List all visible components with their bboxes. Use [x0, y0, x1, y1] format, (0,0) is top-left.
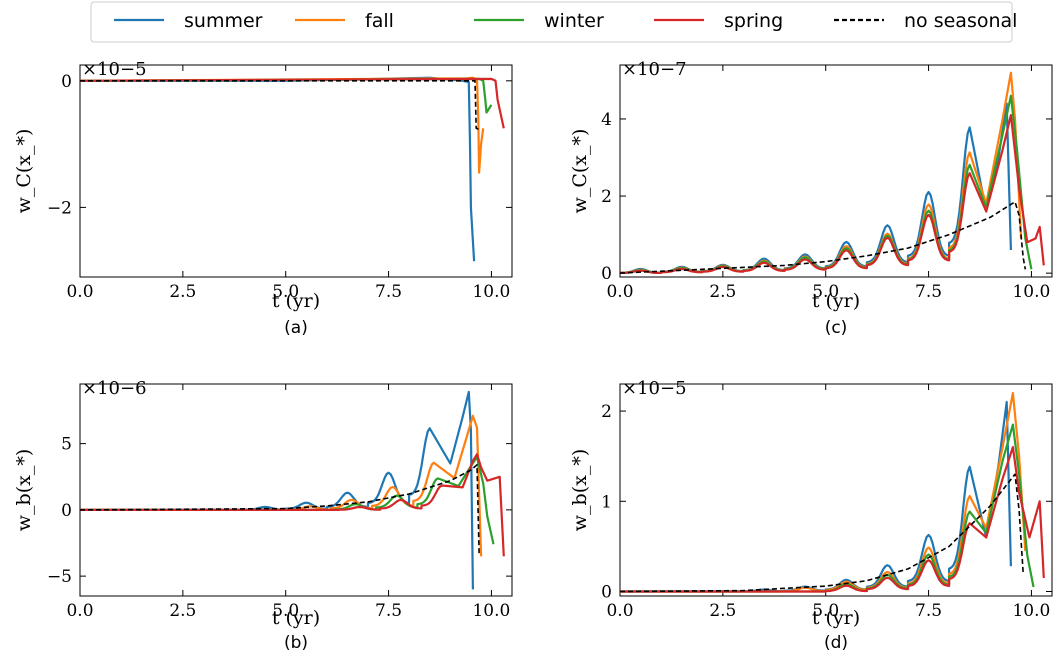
series-line-winter: [80, 77, 493, 114]
series-line-no-seasonal: [80, 80, 482, 131]
panel-a-xlabel: t (yr): [272, 290, 320, 312]
plot-d: 0.0 2.5 5.0 7.5 10.0 0 1 2: [601, 384, 1052, 621]
panel-b-label: (b): [284, 633, 308, 653]
legend: summer fall winter spring no seasonal: [90, 1, 1017, 43]
panel-a-label: (a): [284, 318, 308, 338]
xtick-label: 7.5: [375, 601, 402, 621]
panel-b: ×10−6 (b) t (yr) w_b(x_*): [13, 378, 513, 653]
ytick-label: −2: [47, 198, 72, 218]
legend-label-summer: summer: [184, 10, 263, 32]
panel-d-multiplier: ×10−5: [622, 378, 687, 399]
series-line-no-seasonal: [620, 201, 1027, 274]
ytick-label: 5: [61, 435, 72, 455]
plot-c: 0.0 2.5 5.0 7.5 10.0 0 2 4: [601, 65, 1052, 302]
panel-d-label: (d): [824, 633, 848, 653]
ytick-label: 2: [601, 187, 612, 207]
panel-b-ylabel: w_b(x_*): [13, 449, 35, 531]
xtick-label: 2.5: [169, 282, 196, 302]
xtick-label: 0.0: [66, 601, 93, 621]
plot-a: 0.0 2.5 5.0 7.5 10.0 0 −2: [47, 65, 512, 302]
plot-b: 0.0 2.5 5.0 7.5 10.0 5 0 −5: [47, 384, 512, 621]
xtick-label: 2.5: [709, 282, 736, 302]
panel-c-ylabel: w_C(x_*): [569, 129, 591, 214]
series-line-winter: [620, 94, 1033, 274]
xtick-label: 5.0: [812, 601, 839, 621]
legend-label-winter: winter: [544, 10, 604, 32]
xtick-label: 7.5: [915, 282, 942, 302]
series-line-winter: [620, 423, 1035, 593]
xtick-label: 7.5: [375, 282, 402, 302]
panel-b-xlabel: t (yr): [272, 607, 320, 629]
series-line-summer: [620, 400, 1012, 593]
panel-a-multiplier: ×10−5: [82, 59, 147, 80]
panel-a: ×10−5 (a) t (yr) w_C(x_*): [13, 59, 513, 338]
panel-c-multiplier: ×10−7: [622, 59, 687, 80]
xtick-label: 5.0: [812, 282, 839, 302]
series-line-no-seasonal: [620, 473, 1024, 593]
series-line-spring: [620, 114, 1045, 274]
xtick-label: 10.0: [472, 282, 510, 302]
xtick-label: 0.0: [606, 282, 633, 302]
xtick-label: 10.0: [472, 601, 510, 621]
xtick-label: 2.5: [169, 601, 196, 621]
panel-c-label: (c): [825, 318, 848, 338]
series-line-summer: [80, 390, 474, 590]
panel-c-xlabel: t (yr): [812, 290, 860, 312]
xtick-label: 2.5: [709, 601, 736, 621]
panel-b-multiplier: ×10−6: [82, 378, 147, 399]
series-line-fall: [80, 414, 483, 557]
series-line-fall: [620, 71, 1023, 274]
legend-label-no-seasonal: no seasonal: [904, 10, 1017, 32]
series-line-spring: [80, 77, 505, 129]
xtick-label: 5.0: [272, 601, 299, 621]
xtick-label: 7.5: [915, 601, 942, 621]
xtick-label: 10.0: [1012, 282, 1050, 302]
xtick-label: 5.0: [272, 282, 299, 302]
panel-d-ylabel: w_b(x_*): [569, 449, 591, 531]
ytick-label: 1: [601, 492, 612, 512]
series-line-spring: [620, 446, 1045, 593]
panel-d-xlabel: t (yr): [812, 607, 860, 629]
series-line-summer: [80, 76, 476, 262]
ytick-label: 0: [61, 72, 72, 92]
ytick-label: −5: [47, 567, 72, 587]
ytick-label: 2: [601, 402, 612, 422]
ytick-label: 4: [601, 110, 612, 130]
ytick-label: 0: [601, 582, 612, 602]
series-line-fall: [80, 76, 485, 174]
legend-label-spring: spring: [724, 10, 783, 32]
xtick-label: 0.0: [66, 282, 93, 302]
panel-d: ×10−5 (d) t (yr) w_b(x_*): [569, 378, 1053, 653]
legend-label-fall: fall: [365, 10, 394, 32]
series-line-no-seasonal: [80, 464, 480, 554]
ytick-label: 0: [61, 501, 72, 521]
ytick-label: 0: [601, 264, 612, 284]
xtick-label: 10.0: [1012, 601, 1050, 621]
series-line-spring: [80, 453, 505, 557]
panel-a-ylabel: w_C(x_*): [13, 129, 35, 214]
xtick-label: 0.0: [606, 601, 633, 621]
panel-c: ×10−7 (c) t (yr) w_C(x_*): [569, 59, 1053, 338]
